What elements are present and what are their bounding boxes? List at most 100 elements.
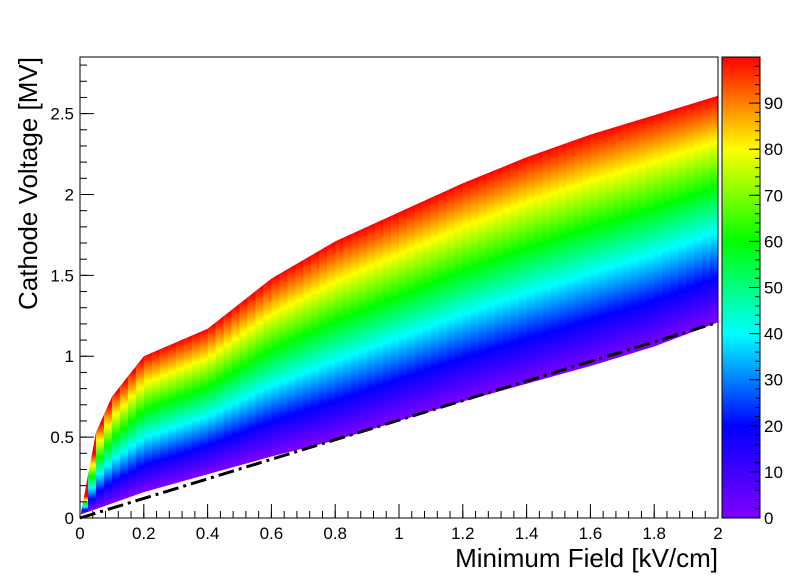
x-tick-label: 1 [394,524,403,543]
heatmap-strip [135,95,145,518]
heatmap-strip [446,95,456,518]
heatmap-strip [630,95,639,518]
heatmap-strip [375,95,384,518]
x-tick-label: 2 [713,524,722,543]
heatmap-strip [263,95,272,518]
dash-dot-reference-line [79,320,719,520]
heatmap-strip [119,95,129,518]
heatmap-strip [414,95,424,518]
y-tick-label: 0 [65,509,74,528]
heatmap-strip [670,95,679,518]
heatmap-strip [710,95,718,518]
heatmap-strip [534,95,544,518]
heatmap-strip [494,95,504,518]
heatmap-strip [478,95,488,518]
heatmap-strip [662,95,671,518]
heatmap-strip [343,95,352,518]
heatmap-strip [406,95,416,518]
heatmap-strip [207,95,217,518]
reference-line-layer [79,320,719,520]
heatmap-strip [231,95,241,518]
heatmap-strip [606,95,615,518]
heatmap-strip [239,95,249,518]
heatmap-strip [367,95,376,518]
colorbar-tick-label: 20 [764,417,783,436]
heatmap-strip [87,95,97,518]
heatmap-strip [486,95,496,518]
x-tick-label: 0.2 [132,524,156,543]
x-tick-label: 0.6 [260,524,284,543]
heatmap-strip [574,95,584,518]
x-axis-title: Minimum Field [kV/cm] [455,543,718,573]
heatmap-strip [295,95,304,518]
heatmap-strip [95,95,105,518]
heatmap-strip [590,95,599,518]
heatmap-strip [215,95,225,518]
y-tick-label: 1 [65,347,74,366]
y-tick-label: 2 [65,185,74,204]
x-axis: 0 0.2 0.4 0.6 0.8 1 1.2 1.4 1.6 1.8 2 [75,504,723,543]
heatmap-strip [255,95,265,518]
y-tick-label: 1.5 [50,266,74,285]
heatmap-strip [454,95,464,518]
heatmap-strip [199,95,209,518]
colorbar-tick-label: 0 [764,509,773,528]
heatmap-strip [430,95,440,518]
y-tick-label: 2.5 [50,105,74,124]
heatmap-strip [391,95,400,518]
heatmap-strip [654,95,663,518]
heatmap-strip [399,95,408,518]
heatmap-strip [167,95,177,518]
heatmap-strip [558,95,568,518]
heatmap-strip [351,95,360,518]
heatmap-strip [622,95,631,518]
heatmap-strip [143,95,153,518]
heatmap-strip [510,95,520,518]
heatmap-strip [614,95,623,518]
heatmap-strip [247,95,257,518]
heatmap-strip [223,95,233,518]
x-tick-label: 0 [75,524,84,543]
heatmap-strip [702,95,711,518]
heatmap-strip [103,95,113,518]
colorbar-tick-label: 30 [764,371,783,390]
heatmap-strip [383,95,392,518]
colorbar-tick-label: 50 [764,279,783,298]
heatmap-strip [279,95,288,518]
heatmap-strip [686,95,695,518]
x-tick-label: 1.8 [642,524,666,543]
heatmap-strip [598,95,607,518]
heatmap-strip [462,95,472,518]
y-tick-label: 0.5 [50,428,74,447]
colorbar: 0 10 20 30 40 50 60 70 80 90 [721,56,783,528]
heatmap-strip [678,95,687,518]
heatmap-strip [582,95,591,518]
heatmap-strip [80,95,89,518]
colorbar-tick-label: 40 [764,325,783,344]
x-tick-label: 1.4 [515,524,539,543]
heatmap-strip [694,95,703,518]
x-tick-label: 1.6 [579,524,603,543]
colorbar-tick-label: 10 [764,463,783,482]
heatmap-strip [287,95,296,518]
y-axis: 0 0.5 1 1.5 2 2.5 [50,64,94,528]
heatmap-band [80,95,718,518]
heatmap-strip [359,95,368,518]
heatmap-strip [183,95,193,518]
heatmap-strip [335,95,344,518]
colorbar-tick-label: 80 [764,140,783,159]
heatmap-strip [542,95,552,518]
heatmap-strip [518,95,528,518]
x-tick-label: 0.8 [323,524,347,543]
heatmap-strip [566,95,576,518]
colorbar-tick-label: 90 [764,94,783,113]
heatmap-strip [502,95,512,518]
heatmap-strip [638,95,647,518]
heatmap-strip [151,95,161,518]
heatmap-strip [470,95,480,518]
heatmap-strip [526,95,536,518]
colorbar-tick-label: 70 [764,186,783,205]
heatmap-strip [191,95,201,518]
